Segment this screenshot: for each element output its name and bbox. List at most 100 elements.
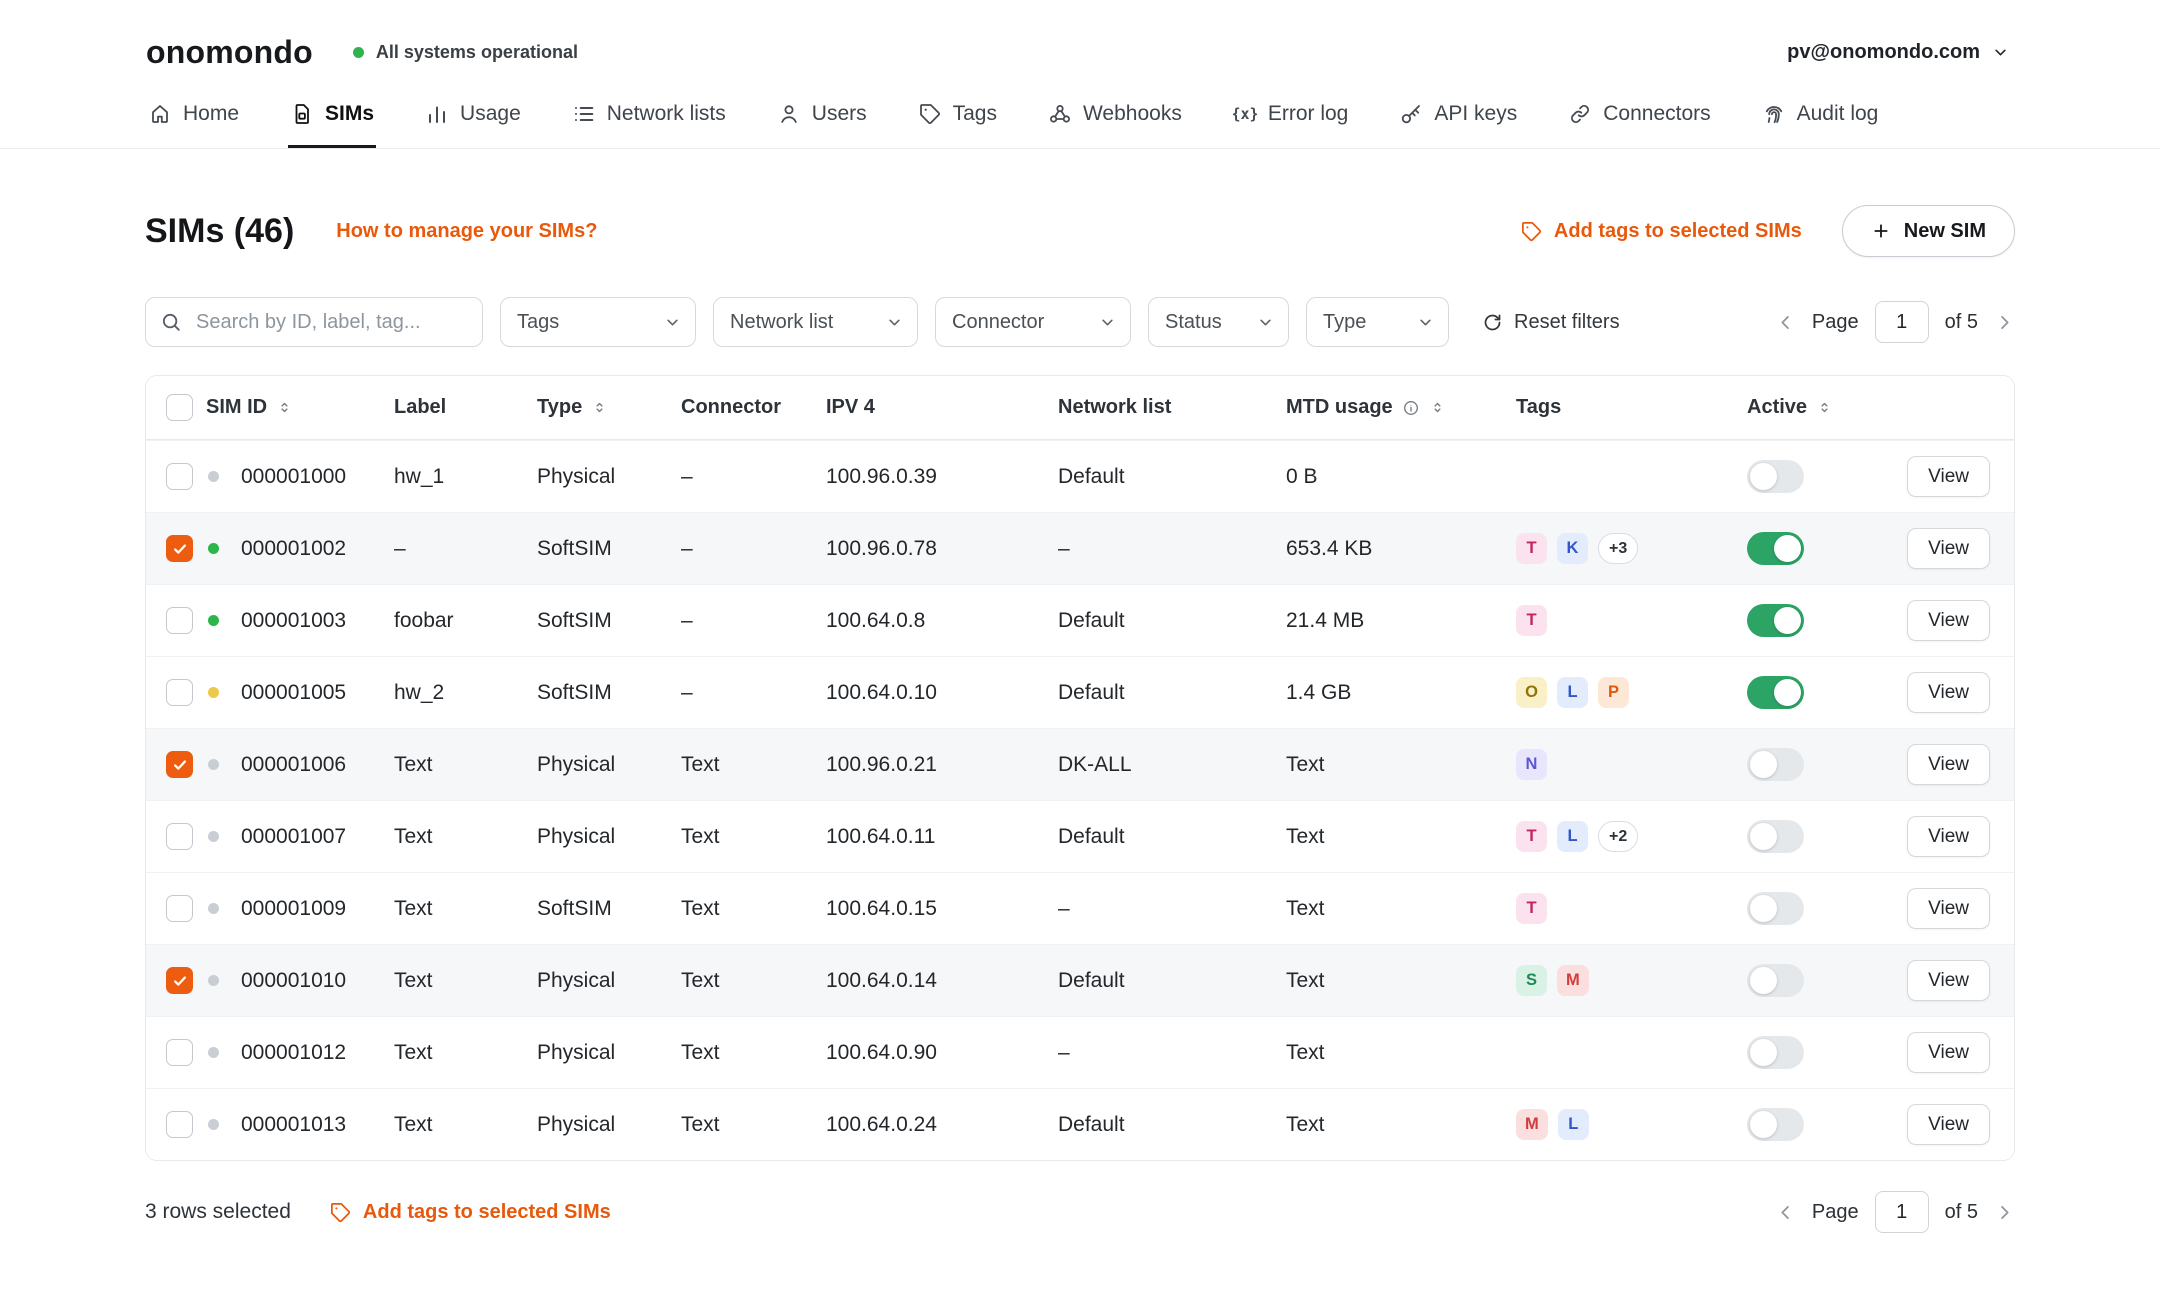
tag-icon (918, 102, 942, 126)
usage-icon (425, 102, 449, 126)
prev-page-button-top[interactable] (1775, 312, 1796, 333)
row-checkbox[interactable] (166, 895, 193, 922)
logo[interactable]: onomondo (146, 34, 313, 71)
nav-tab-label: Tags (953, 102, 997, 126)
active-toggle[interactable] (1747, 1108, 1804, 1141)
active-toggle[interactable] (1747, 676, 1804, 709)
filter-dropdown-network-list[interactable]: Network list (713, 297, 918, 347)
nav-tab-connectors[interactable]: Connectors (1566, 86, 1712, 148)
tags-cell: T (1516, 893, 1747, 924)
view-button[interactable]: View (1907, 816, 1990, 857)
nav-tab-webhooks[interactable]: Webhooks (1046, 86, 1184, 148)
sim-network-list: Default (1058, 1113, 1125, 1137)
table-body: 000001000hw_1Physical–100.96.0.39Default… (146, 440, 2014, 1160)
column-header-sim-id[interactable]: SIM ID (198, 396, 394, 419)
active-toggle[interactable] (1747, 964, 1804, 997)
active-toggle[interactable] (1747, 892, 1804, 925)
active-toggle[interactable] (1747, 1036, 1804, 1069)
view-button[interactable]: View (1907, 744, 1990, 785)
reset-filters-button[interactable]: Reset filters (1482, 311, 1620, 334)
row-checkbox[interactable] (166, 679, 193, 706)
active-toggle[interactable] (1747, 532, 1804, 565)
search-input[interactable] (145, 297, 483, 347)
sim-label: hw_1 (394, 465, 444, 489)
nav-tab-tags[interactable]: Tags (916, 86, 999, 148)
sim-type: Physical (537, 1041, 615, 1065)
filter-dropdown-status[interactable]: Status (1148, 297, 1289, 347)
tag-chip: L (1557, 821, 1588, 852)
page-of-label: of 5 (1945, 1201, 1978, 1224)
sim-ipv4: 100.64.0.10 (826, 681, 937, 705)
add-tags-top-link[interactable]: Add tags to selected SIMs (1520, 220, 1802, 243)
dropdown-label: Tags (517, 311, 559, 334)
sim-status-dot (208, 543, 219, 554)
new-sim-button[interactable]: New SIM (1842, 205, 2015, 257)
view-button[interactable]: View (1907, 456, 1990, 497)
prev-page-button-bottom[interactable] (1775, 1202, 1796, 1223)
filter-dropdown-connector[interactable]: Connector (935, 297, 1131, 347)
sim-type: SoftSIM (537, 609, 612, 633)
view-button[interactable]: View (1907, 672, 1990, 713)
row-checkbox[interactable] (166, 463, 193, 490)
account-menu[interactable]: pv@onomondo.com (1787, 41, 2010, 64)
column-header-active[interactable]: Active (1747, 396, 1915, 419)
row-checkbox[interactable] (166, 823, 193, 850)
filter-dropdown-type[interactable]: Type (1306, 297, 1449, 347)
nav-tab-usage[interactable]: Usage (423, 86, 523, 148)
table-row: 000001013TextPhysicalText100.64.0.24Defa… (146, 1088, 2014, 1160)
nav-tab-users[interactable]: Users (775, 86, 869, 148)
sim-status-dot (208, 975, 219, 986)
row-checkbox[interactable] (166, 1039, 193, 1066)
nav-tab-api-keys[interactable]: API keys (1397, 86, 1519, 148)
view-button[interactable]: View (1907, 528, 1990, 569)
row-checkbox[interactable] (166, 607, 193, 634)
next-page-button-top[interactable] (1994, 312, 2015, 333)
nav-tab-label: Webhooks (1083, 102, 1182, 126)
sort-icon (1429, 399, 1446, 416)
active-toggle[interactable] (1747, 604, 1804, 637)
row-checkbox[interactable] (166, 967, 193, 994)
nav-tab-error-log[interactable]: {x}Error log (1231, 86, 1351, 148)
chevron-down-icon (885, 313, 904, 332)
tag-chip: L (1558, 1109, 1589, 1140)
view-button[interactable]: View (1907, 960, 1990, 1001)
nav-tab-audit-log[interactable]: Audit log (1760, 86, 1881, 148)
add-tags-bottom-label: Add tags to selected SIMs (363, 1201, 611, 1224)
help-link[interactable]: How to manage your SIMs? (336, 220, 597, 243)
pagination-bottom: Pageof 5 (1775, 1191, 2015, 1233)
sim-icon (290, 102, 314, 126)
nav-tab-label: Audit log (1797, 102, 1879, 126)
page-number-input-bottom[interactable] (1875, 1191, 1929, 1233)
active-toggle[interactable] (1747, 820, 1804, 853)
sim-status-dot (208, 1119, 219, 1130)
tags-cell: TL+2 (1516, 821, 1747, 852)
nav-tab-network-lists[interactable]: Network lists (570, 86, 728, 148)
sim-ipv4: 100.64.0.8 (826, 609, 925, 633)
row-checkbox[interactable] (166, 751, 193, 778)
audit-icon (1762, 102, 1786, 126)
select-all-checkbox[interactable] (166, 394, 193, 421)
column-header-mtd-usage[interactable]: MTD usage (1286, 396, 1516, 419)
nav-tab-sims[interactable]: SIMs (288, 86, 376, 148)
filter-dropdown-tags[interactable]: Tags (500, 297, 696, 347)
add-tags-bottom-link[interactable]: Add tags to selected SIMs (329, 1201, 611, 1224)
row-checkbox[interactable] (166, 535, 193, 562)
view-button[interactable]: View (1907, 888, 1990, 929)
column-header-type[interactable]: Type (537, 396, 681, 419)
tag-overflow-chip[interactable]: +2 (1598, 821, 1638, 852)
sim-connector: Text (681, 1041, 720, 1065)
table-row: 000001007TextPhysicalText100.64.0.11Defa… (146, 800, 2014, 872)
tag-overflow-chip[interactable]: +3 (1598, 533, 1638, 564)
page-number-input-top[interactable] (1875, 301, 1929, 343)
pagination-top: Pageof 5 (1775, 301, 2015, 343)
sim-connector: – (681, 681, 693, 705)
nav-tab-home[interactable]: Home (146, 86, 241, 148)
sim-status-dot (208, 1047, 219, 1058)
next-page-button-bottom[interactable] (1994, 1202, 2015, 1223)
active-toggle[interactable] (1747, 460, 1804, 493)
row-checkbox[interactable] (166, 1111, 193, 1138)
active-toggle[interactable] (1747, 748, 1804, 781)
view-button[interactable]: View (1907, 1104, 1990, 1145)
view-button[interactable]: View (1907, 1032, 1990, 1073)
view-button[interactable]: View (1907, 600, 1990, 641)
